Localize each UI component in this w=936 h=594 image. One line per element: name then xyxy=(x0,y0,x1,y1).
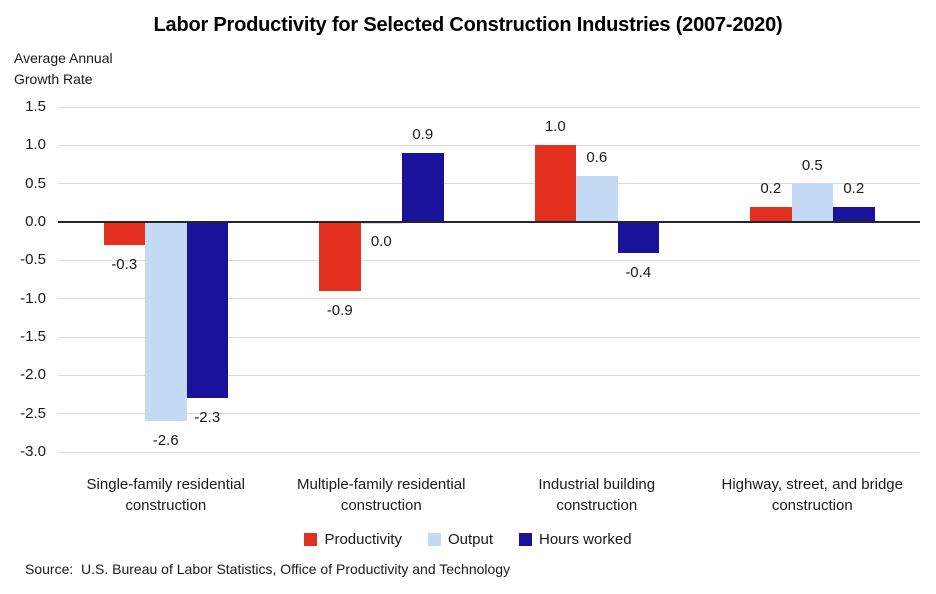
category-label: Industrial building construction xyxy=(538,476,656,514)
legend: Productivity Output Hours worked xyxy=(0,531,936,548)
y-tick-label: 0.0 xyxy=(25,213,46,230)
category-label: Single-family residential construction xyxy=(86,476,245,514)
y-tick-label: -1.0 xyxy=(20,289,46,307)
bar-value-label: 0.5 xyxy=(801,156,823,174)
bar-value-label: 0.2 xyxy=(760,179,782,197)
bar-value-label: -2.6 xyxy=(152,432,179,450)
gridline xyxy=(58,106,920,108)
y-tick-label: -0.5 xyxy=(20,251,46,269)
bar-hours-worked xyxy=(402,153,444,222)
y-tick-label: 1.0 xyxy=(25,136,46,154)
bar-output xyxy=(576,176,618,222)
bar-value-label: -0.4 xyxy=(625,263,652,281)
legend-item-hours-worked: Hours worked xyxy=(519,531,632,548)
bar-value-label: 1.0 xyxy=(544,118,566,136)
bar-hours-worked xyxy=(186,222,228,399)
legend-swatch-icon xyxy=(519,533,532,546)
source-note: Source: U.S. Bureau of Labor Statistics,… xyxy=(25,561,511,577)
legend-item-productivity: Productivity xyxy=(304,531,402,548)
bar-productivity xyxy=(534,145,576,222)
y-tick-label: -2.0 xyxy=(20,366,46,384)
gridline xyxy=(58,144,920,146)
bar-output xyxy=(145,222,187,422)
category-label: Multiple-family residential construction xyxy=(297,476,466,514)
bar-output xyxy=(791,183,833,222)
gridline xyxy=(58,183,920,185)
y-tick-label: 1.5 xyxy=(25,98,46,115)
y-tick-label: -1.5 xyxy=(20,328,46,345)
gridline xyxy=(58,413,920,415)
bar-value-label: 0.2 xyxy=(843,179,865,197)
bar-hours-worked xyxy=(617,222,659,253)
bar-productivity xyxy=(750,206,792,222)
y-tick-label: 0.5 xyxy=(25,174,46,192)
bar-hours-worked xyxy=(833,206,875,222)
category-label: Highway, street, and bridge construction xyxy=(721,476,904,514)
legend-label: Hours worked xyxy=(539,531,632,548)
bar-productivity xyxy=(103,222,145,245)
bar-value-label: -0.9 xyxy=(326,302,353,319)
gridline xyxy=(58,451,920,453)
gridline xyxy=(58,259,920,261)
legend-swatch-icon xyxy=(427,533,441,546)
x-axis-line xyxy=(58,221,920,223)
y-axis-title: Average Annual Growth Rate xyxy=(14,50,113,87)
y-tick-label: -3.0 xyxy=(20,443,46,460)
gridline xyxy=(58,298,920,300)
bar-value-label: -0.3 xyxy=(111,256,138,273)
bar-value-label: 0.0 xyxy=(370,233,392,250)
legend-swatch-icon xyxy=(304,533,318,546)
gridline xyxy=(58,374,920,376)
gridline xyxy=(58,336,920,338)
bar-value-label: 0.9 xyxy=(412,126,434,143)
bar-value-label: -2.3 xyxy=(194,409,221,427)
legend-label: Productivity xyxy=(324,531,402,548)
legend-label: Output xyxy=(447,531,493,548)
bar-output xyxy=(360,222,402,224)
bar-value-label: 0.6 xyxy=(586,149,608,166)
y-tick-label: -2.5 xyxy=(20,404,46,422)
legend-item-output: Output xyxy=(427,531,493,548)
bar-productivity xyxy=(319,222,361,291)
chart-title: Labor Productivity for Selected Construc… xyxy=(153,14,783,36)
